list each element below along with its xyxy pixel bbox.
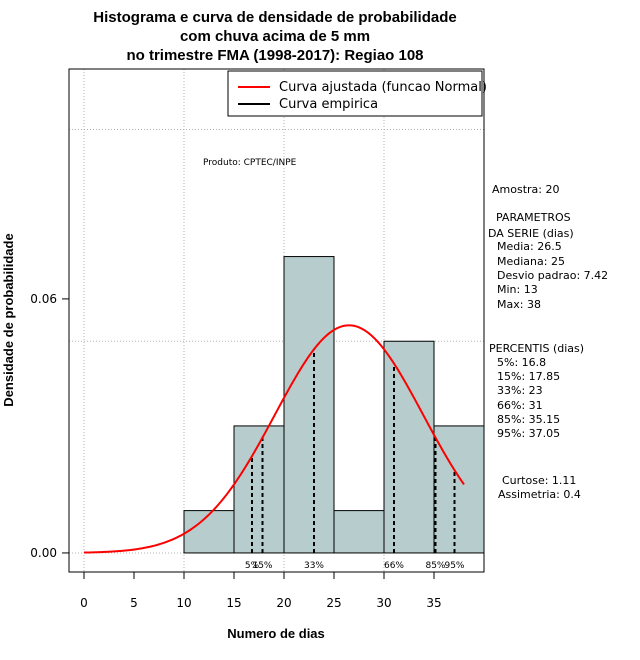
percentis-title: PERCENTIS (dias) (489, 342, 584, 355)
y-axis-title: Densidade de probabilidade (1, 233, 16, 406)
parameters-title-1: PARAMETROS (496, 211, 571, 224)
percentile-label-3: 66% (384, 561, 404, 571)
percentile-label-5: 95% (444, 561, 464, 571)
percentile-labels: 5%15% 33% 66% 85%95% (245, 561, 465, 571)
x-tick-label-20: 20 (276, 596, 291, 610)
histogram-bars (183, 256, 485, 554)
histogram-bar-5 (433, 425, 485, 554)
chart-title-line-1: Histograma e curva de densidade de proba… (93, 9, 456, 26)
chart-title-line-3: no trimestre FMA (1998-2017): Regiao 108 (126, 47, 423, 64)
param-max: Max: 38 (497, 298, 541, 311)
x-tick-label-5: 5 (130, 596, 138, 610)
histogram-bar-4 (383, 340, 435, 554)
product-annotation: Produto: CPTEC/INPE (203, 158, 297, 168)
x-tick-label-0: 0 (80, 596, 88, 610)
histogram-bar-3 (333, 510, 385, 554)
skewness: Assimetria: 0.4 (498, 488, 581, 501)
kurtosis: Curtose: 1.11 (502, 474, 576, 487)
legend-label-fitted: Curva ajustada (funcao Normal) (279, 80, 487, 95)
sample-size: Amostra: 20 (492, 183, 559, 196)
percentile-label-4: 85% (425, 561, 445, 571)
percentil-15: 15%: 17.85 (497, 370, 560, 383)
legend-box (227, 70, 483, 117)
parameters-title-2: DA SERIE (dias) (488, 227, 574, 240)
x-tick-label-30: 30 (376, 596, 391, 610)
x-tick-label-15: 15 (226, 596, 241, 610)
y-tick-label-1: 0.06 (30, 292, 57, 306)
y-tick-label-0: 0.00 (30, 546, 57, 560)
x-tick-label-35: 35 (426, 596, 441, 610)
percentil-95: 95%: 37.05 (497, 427, 560, 440)
percentile-lines (251, 349, 456, 553)
x-axis-title: Numero de dias (227, 626, 325, 641)
param-mediana: Mediana: 25 (497, 255, 565, 268)
histogram-bar-0 (183, 510, 235, 554)
fitted-normal-curve (83, 324, 465, 554)
y-axis: 0.00 0.06 (30, 292, 70, 560)
legend-label-empirical: Curva empirica (279, 97, 378, 112)
percentile-label-1: 15% (252, 561, 272, 571)
x-tick-label-25: 25 (326, 596, 341, 610)
histogram-bar-1 (233, 425, 285, 554)
statistics-panel: Amostra: 20 PARAMETROS DA SERIE (dias) M… (488, 183, 608, 501)
percentil-66: 66%: 31 (497, 399, 543, 412)
histogram-bar-2 (283, 256, 335, 554)
param-media: Media: 26.5 (497, 240, 562, 253)
percentile-label-0: 5% (245, 561, 260, 571)
x-tick-label-10: 10 (176, 596, 191, 610)
x-axis: 0 5 10 15 20 25 30 35 (80, 571, 442, 610)
percentil-85: 85%: 35.15 (497, 413, 560, 426)
chart-title-line-2: com chuva acima de 5 mm (180, 28, 370, 45)
param-desvio: Desvio padrao: 7.42 (497, 269, 608, 282)
percentil-5: 5%: 16.8 (497, 356, 546, 369)
param-min: Min: 13 (497, 283, 538, 296)
percentil-33: 33%: 23 (497, 384, 543, 397)
legend: Curva ajustada (funcao Normal) Curva emp… (227, 70, 487, 117)
percentile-label-2: 33% (304, 561, 324, 571)
